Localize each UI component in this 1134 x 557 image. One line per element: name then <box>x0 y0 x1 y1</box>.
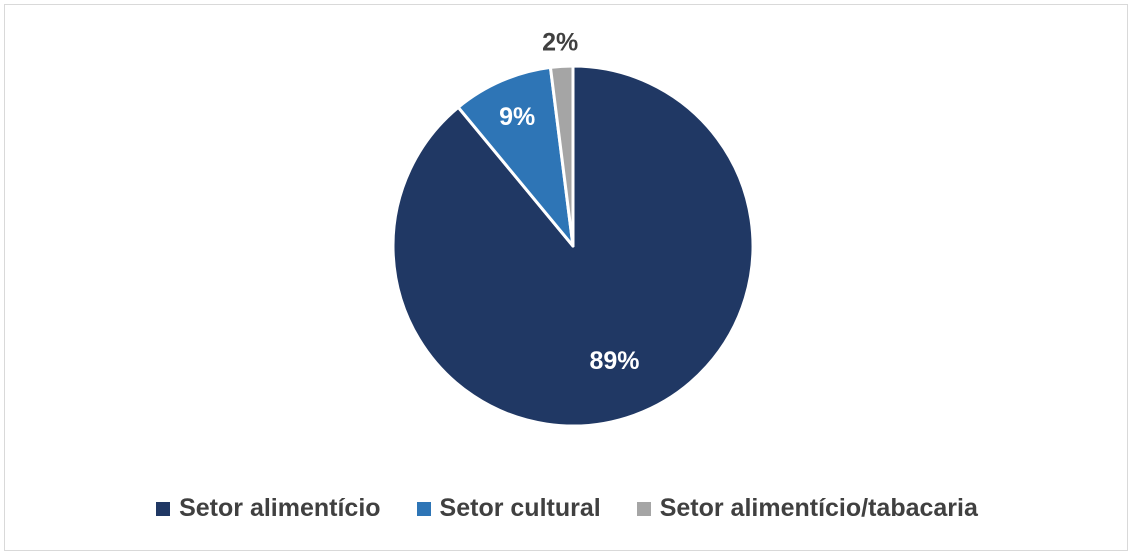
pie-chart: 89% 9% 2% <box>0 0 1134 490</box>
legend-swatch-setor-alimenticio <box>156 502 170 516</box>
legend-item-setor-alimenticio-tabacaria: Setor alimentício/tabacaria <box>637 494 978 523</box>
data-label-setor-cultural: 9% <box>499 103 535 131</box>
legend: Setor alimentício Setor cultural Setor a… <box>0 494 1134 523</box>
pie-slices <box>393 66 753 426</box>
data-label-setor-alimenticio-tabacaria: 2% <box>542 28 578 56</box>
legend-label-setor-alimenticio-tabacaria: Setor alimentício/tabacaria <box>660 494 978 523</box>
legend-item-setor-alimenticio: Setor alimentício <box>156 494 380 523</box>
legend-swatch-setor-alimenticio-tabacaria <box>637 502 651 516</box>
legend-item-setor-cultural: Setor cultural <box>417 494 601 523</box>
data-label-setor-alimenticio: 89% <box>589 347 639 375</box>
legend-label-setor-alimenticio: Setor alimentício <box>179 494 380 523</box>
legend-label-setor-cultural: Setor cultural <box>440 494 601 523</box>
legend-swatch-setor-cultural <box>417 502 431 516</box>
